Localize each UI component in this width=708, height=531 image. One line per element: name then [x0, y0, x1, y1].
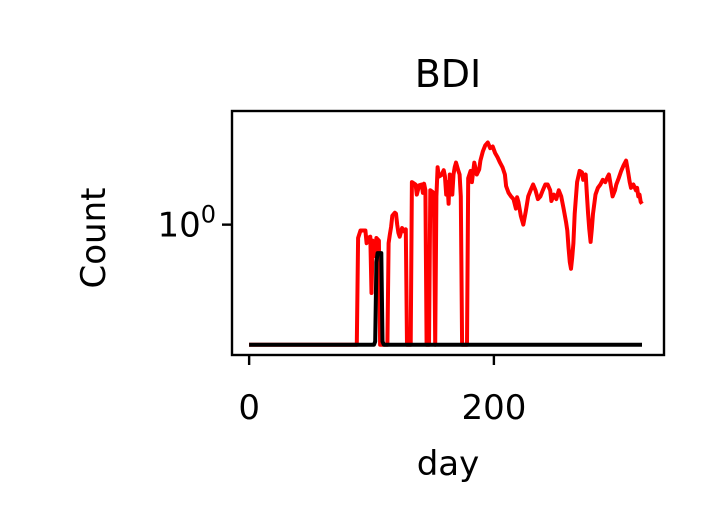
series-layer	[249, 140, 644, 347]
x-tick-label-0: 0	[238, 388, 260, 428]
series-line-2	[249, 251, 642, 347]
y-axis-label: Count	[74, 188, 114, 289]
y-axis-ticks: 100	[157, 201, 232, 246]
series-line-1	[249, 140, 644, 347]
y-tick-label-0: 100	[157, 201, 216, 246]
chart-title: BDI	[415, 52, 482, 96]
x-tick-label-1: 200	[461, 388, 526, 428]
plot-frame	[230, 109, 666, 357]
x-axis-label: day	[417, 444, 480, 484]
x-axis-ticks: 0 200	[238, 355, 526, 428]
plot-area	[230, 109, 666, 357]
